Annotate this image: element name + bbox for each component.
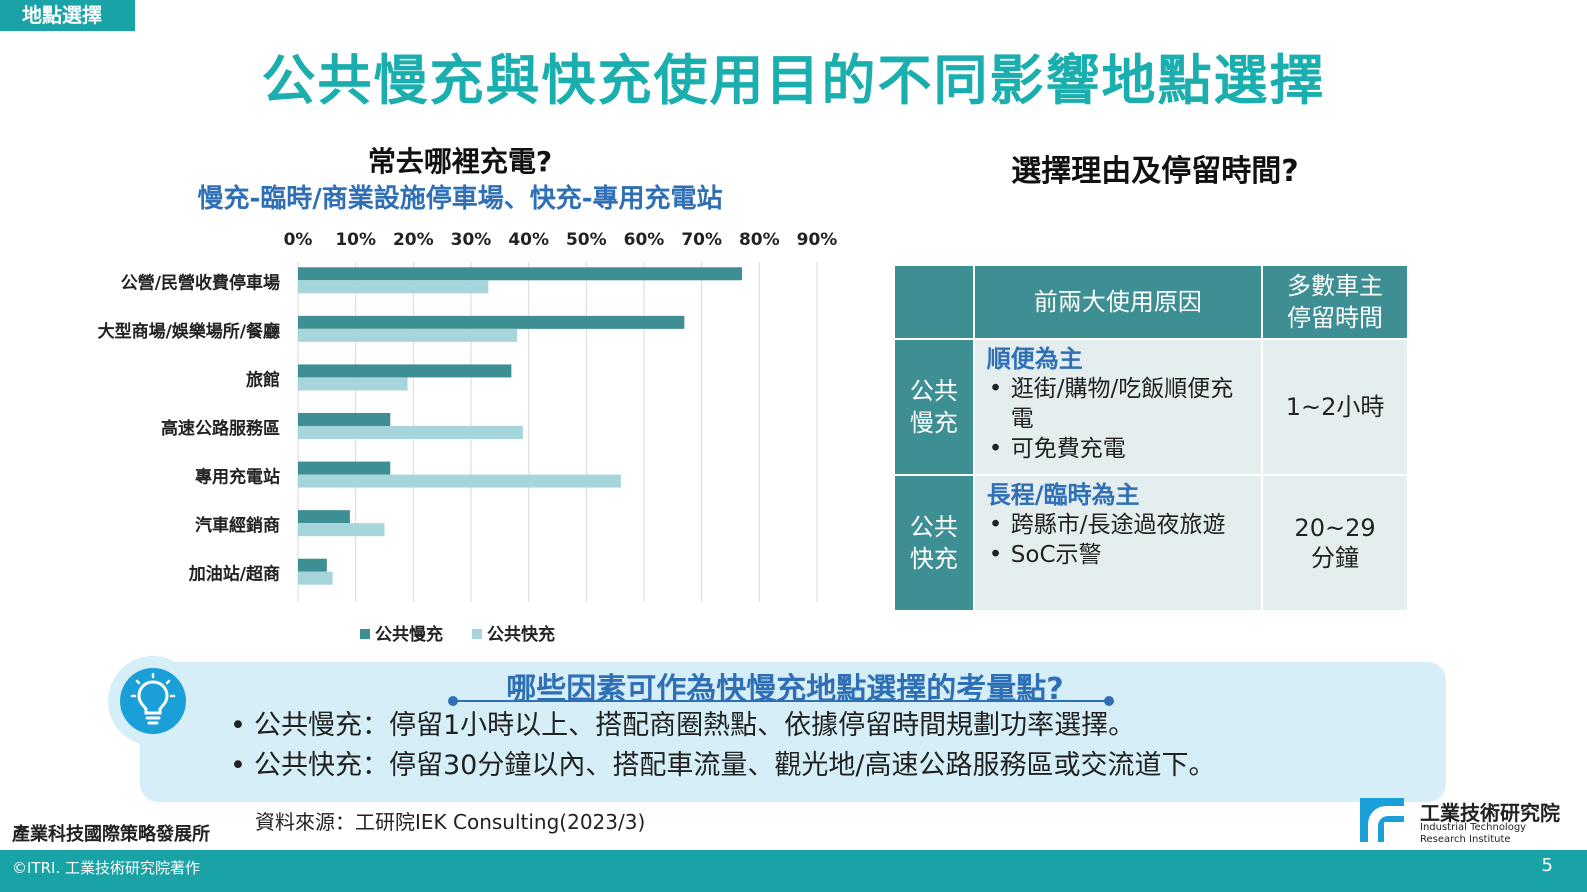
x-tick-label: 60% [624,230,665,250]
legend-label: 公共快充 [487,624,555,645]
x-tick-label: 30% [451,230,492,250]
time-cell-slow: 1~2小時 [1261,338,1409,476]
page-title: 公共慢充與快充使用目的不同影響地點選擇 [261,49,1326,112]
chart-title: 常去哪裡充電? [367,145,553,178]
legend-swatch [360,629,370,639]
row-label-text: 公共快充 [909,513,958,573]
table-row: 公共慢充 順便為主 逛街/購物/吃飯順便充電 可免費充電 1~2小時 [893,338,1409,476]
tip-underline [452,700,1112,702]
header-time: 多數車主停留時間 [1261,264,1409,340]
bar-slow-charge [298,461,391,475]
category-label: 高速公路服務區 [161,418,280,439]
bar-fast-charge [298,474,621,488]
x-tick-label: 20% [393,230,434,250]
category-label: 加油站/超商 [188,564,280,585]
reason-cell-fast: 長程/臨時為主 跨縣市/長途過夜旅遊 SoC示警 [972,474,1264,612]
category-label: 專用充電站 [195,467,280,488]
x-tick-label: 70% [681,230,722,250]
legend-label: 公共慢充 [375,624,443,645]
tip-underline-dot [448,696,458,706]
logo-text-en: Industrial Technology [1420,822,1527,833]
category-label: 汽車經銷商 [195,515,280,536]
x-tick-label: 40% [508,230,549,250]
bar-slow-charge [298,558,327,572]
copyright: ©ITRI. 工業技術研究院著作 [12,859,200,877]
header-empty-cell [893,264,975,340]
tip-item: 公共慢充：停留1小時以上、搭配商圈熱點、依據停留時間規劃功率選擇。 [230,706,1215,746]
source-note: 資料來源：工研院IEK Consulting(2023/3) [255,810,646,834]
bar-fast-charge [298,571,333,585]
category-label: 大型商場/娛樂場所/餐廳 [98,321,280,342]
time-cell-fast: 20~29分鐘 [1261,474,1409,612]
tip-item: 公共快充：停留30分鐘以內、搭配車流量、觀光地/高速公路服務區或交流道下。 [230,746,1215,786]
table-title: 選擇理由及停留時間? [1011,154,1299,189]
bar-slow-charge [298,413,391,426]
bar-fast-charge [298,377,408,391]
bar-slow-charge [298,315,685,329]
x-tick-label: 80% [739,230,780,250]
logo-text-en: Research Institute [1420,834,1511,845]
bar-chart: 0% 10% 20% 30% 40% 50% 60% 70% 80% 90% 公營/民營收費停車場大… [98,230,838,645]
bar-fast-charge [298,280,489,294]
tip-underline-dot [1104,696,1114,706]
page-number: 5 [1541,855,1553,876]
category-label: 公營/民營收費停車場 [121,272,280,293]
bar-fast-charge [298,523,385,537]
table-row: 公共快充 長程/臨時為主 跨縣市/長途過夜旅遊 SoC示警 20~29分鐘 [893,474,1409,612]
reason-list: 逛街/購物/吃飯順便充電 可免費充電 [987,374,1251,464]
footer-bar [0,850,1587,892]
institute-name: 產業科技國際策略發展所 [12,824,210,845]
header-reason: 前兩大使用原因 [972,264,1264,340]
x-tick-label: 10% [335,230,376,250]
x-tick-label: 50% [566,230,607,250]
header-time-label: 多數車主停留時間 [1287,272,1384,332]
row-label-fast: 公共快充 [893,474,975,612]
logo-text-zh: 工業技術研究院 [1420,801,1560,825]
tip-list: 公共慢充：停留1小時以上、搭配商圈熱點、依據停留時間規劃功率選擇。 公共快充：停… [230,706,1215,786]
bar-slow-charge [298,510,350,524]
reason-item: 逛街/購物/吃飯順便充電 [987,374,1251,434]
bar-fast-charge [298,328,518,342]
reason-table: 前兩大使用原因 多數車主停留時間 公共慢充 順便為主 逛街/購物/吃飯順便充電 … [893,264,1409,612]
bar-slow-charge [298,364,512,378]
reason-head: 順便為主 [986,345,1083,373]
reason-cell-slow: 順便為主 逛街/購物/吃飯順便充電 可免費充電 [972,338,1264,476]
lightbulb-icon [108,656,198,746]
bar-slow-charge [298,267,743,281]
legend-swatch [472,629,482,639]
bar-fast-charge [298,426,523,439]
category-label: 旅館 [246,369,280,390]
reason-head: 長程/臨時為主 [986,481,1140,509]
itri-logo-icon [1360,798,1404,842]
reason-list: 跨縣市/長途過夜旅遊 SoC示警 [987,510,1251,570]
x-tick-label: 0% [284,230,313,250]
chart-subtitle: 慢充-臨時/商業設施停車場、快充-專用充電站 [197,184,723,214]
x-tick-label: 90% [797,230,838,250]
time-text: 20~29分鐘 [1294,514,1376,572]
row-label-text: 公共慢充 [909,377,958,437]
row-label-slow: 公共慢充 [893,338,975,476]
table-header-row: 前兩大使用原因 多數車主停留時間 [893,264,1409,340]
reason-item: SoC示警 [987,540,1251,570]
reason-item: 跨縣市/長途過夜旅遊 [987,510,1251,540]
section-tag: 地點選擇 [0,0,135,31]
reason-item: 可免費充電 [987,434,1251,464]
